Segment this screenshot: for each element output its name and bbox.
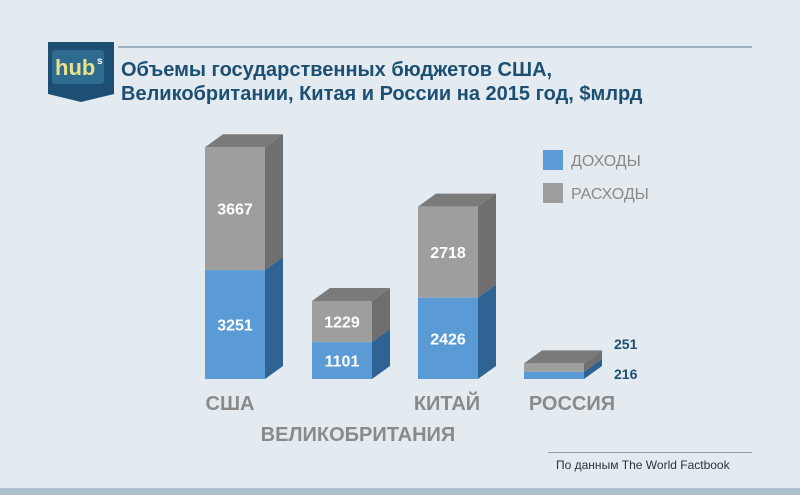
value-label-revenue-сша: 3251	[217, 318, 253, 335]
bar-side-spending-великобритания	[372, 287, 390, 343]
chart-title: Объемы государственных бюджетов США, Вел…	[121, 58, 741, 106]
bar-side-revenue-великобритания	[372, 329, 390, 379]
bar-revenue-россия	[524, 371, 584, 379]
bar-side-spending-россия	[584, 350, 602, 372]
chart-title-line1: Объемы государственных бюджетов США,	[121, 59, 553, 81]
source-note: По данным The World Factbook	[556, 458, 730, 472]
logo-superscript: s	[97, 56, 103, 67]
value-label-revenue-россия: 216	[614, 366, 638, 382]
value-label-revenue-великобритания: 1101	[325, 354, 360, 371]
category-label-сша: США	[206, 393, 255, 415]
value-label-spending-китай: 2718	[430, 245, 466, 262]
value-label-spending-сша: 3667	[217, 202, 253, 219]
legend-label-spending: РАСХОДЫ	[571, 186, 649, 203]
bar-top-сша	[205, 134, 283, 148]
footer-bar	[0, 488, 800, 495]
legend-swatch-spending	[543, 183, 563, 203]
value-label-spending-россия: 251	[614, 336, 638, 352]
bar-side-spending-сша	[265, 134, 283, 271]
bar-top-великобритания	[312, 287, 390, 301]
category-label-китай: КИТАЙ	[414, 391, 480, 415]
bar-side-spending-китай	[478, 193, 496, 298]
bar-side-revenue-сша	[265, 257, 283, 379]
bar-side-revenue-китай	[478, 284, 496, 379]
bar-top-китай	[418, 193, 496, 207]
bar-spending-китай	[418, 206, 478, 298]
legend-label-revenue: ДОХОДЫ	[571, 153, 641, 170]
source-divider	[548, 452, 752, 453]
hubs-logo: hub s	[48, 42, 114, 102]
chart-title-line2: Великобритании, Китая и России на 2015 г…	[121, 83, 643, 105]
bar-revenue-великобритания	[312, 342, 372, 379]
value-label-spending-великобритания: 1229	[324, 315, 360, 332]
bar-top-россия	[524, 350, 602, 364]
value-label-revenue-китай: 2426	[430, 331, 466, 348]
category-label-россия: РОССИЯ	[529, 393, 615, 415]
header-divider	[118, 46, 752, 48]
category-label-великобритания: ВЕЛИКОБРИТАНИЯ	[261, 424, 456, 446]
logo-text: hub	[55, 55, 95, 80]
bar-revenue-сша	[205, 270, 265, 379]
bar-revenue-китай	[418, 297, 478, 379]
legend-swatch-revenue	[543, 150, 563, 170]
bar-spending-россия	[524, 363, 584, 372]
bar-spending-сша	[205, 147, 265, 271]
bar-side-revenue-россия	[584, 358, 602, 379]
bar-spending-великобритания	[312, 300, 372, 343]
